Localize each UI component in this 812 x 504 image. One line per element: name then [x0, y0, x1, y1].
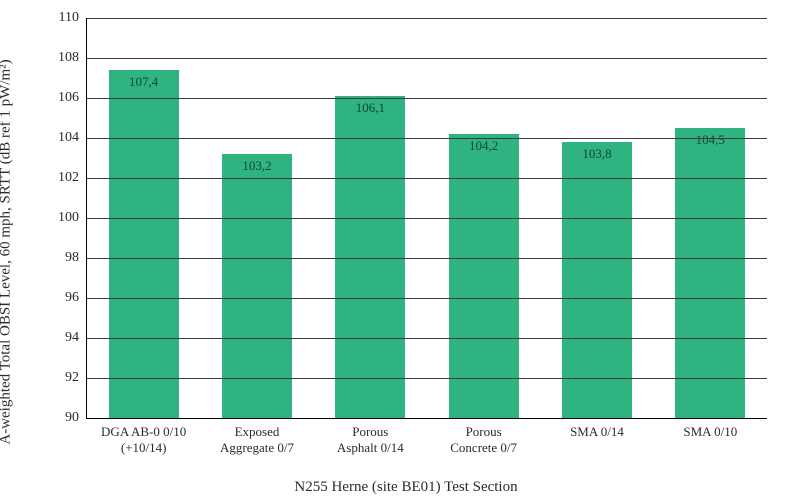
y-tick-label: 90 [39, 410, 87, 426]
x-tick-line1: Porous [466, 424, 502, 439]
gridline [87, 218, 767, 219]
bar: 104,5 [675, 128, 745, 418]
x-tick-label: PorousConcrete 0/7 [427, 424, 540, 457]
bar: 103,8 [562, 142, 632, 418]
y-tick-label: 98 [39, 250, 87, 266]
x-tick-line1: SMA 0/14 [570, 424, 624, 439]
x-tick-labels: DGA AB-0 0/10(+10/14)ExposedAggregate 0/… [87, 418, 767, 457]
bar-value-label: 106,1 [356, 100, 385, 116]
gridline [87, 338, 767, 339]
x-tick-line1: DGA AB-0 0/10 [101, 424, 186, 439]
y-tick-label: 104 [39, 130, 87, 146]
x-tick-line1: SMA 0/10 [683, 424, 737, 439]
bar-value-label: 103,8 [582, 146, 611, 162]
x-axis-label: N255 Herne (site BE01) Test Section [0, 479, 812, 496]
bar-value-label: 104,2 [469, 138, 498, 154]
x-tick-label: SMA 0/14 [540, 424, 653, 457]
gridline [87, 298, 767, 299]
x-tick-line1: Porous [352, 424, 388, 439]
y-tick-label: 110 [39, 10, 87, 26]
bar-value-label: 107,4 [129, 74, 158, 90]
y-tick-label: 102 [39, 170, 87, 186]
y-tick-label: 96 [39, 290, 87, 306]
x-tick-line2: Asphalt 0/14 [314, 440, 427, 456]
gridline [87, 58, 767, 59]
bar: 107,4 [109, 70, 179, 418]
y-tick-label: 108 [39, 50, 87, 66]
bar-chart: A-weighted Total OBSI Level, 60 mph, SRT… [0, 0, 812, 504]
x-tick-label: ExposedAggregate 0/7 [200, 424, 313, 457]
y-tick-label: 92 [39, 370, 87, 386]
gridline [87, 178, 767, 179]
gridline [87, 18, 767, 19]
bar-value-label: 103,2 [242, 158, 271, 174]
x-tick-label: PorousAsphalt 0/14 [314, 424, 427, 457]
gridline [87, 98, 767, 99]
x-tick-label: DGA AB-0 0/10(+10/14) [87, 424, 200, 457]
bar: 106,1 [335, 96, 405, 418]
plot-area: 107,4103,2106,1104,2103,8104,5 DGA AB-0 … [86, 18, 767, 419]
x-tick-line2: Aggregate 0/7 [200, 440, 313, 456]
x-tick-line2: Concrete 0/7 [427, 440, 540, 456]
gridline [87, 258, 767, 259]
y-tick-label: 94 [39, 330, 87, 346]
gridline [87, 378, 767, 379]
x-tick-label: SMA 0/10 [654, 424, 767, 457]
bar-value-label: 104,5 [696, 132, 725, 148]
y-axis-label: A-weighted Total OBSI Level, 60 mph, SRT… [0, 59, 15, 444]
y-tick-label: 106 [39, 90, 87, 106]
bar: 104,2 [449, 134, 519, 418]
x-tick-line2: (+10/14) [87, 440, 200, 456]
y-tick-label: 100 [39, 210, 87, 226]
x-tick-line1: Exposed [235, 424, 280, 439]
gridline [87, 138, 767, 139]
